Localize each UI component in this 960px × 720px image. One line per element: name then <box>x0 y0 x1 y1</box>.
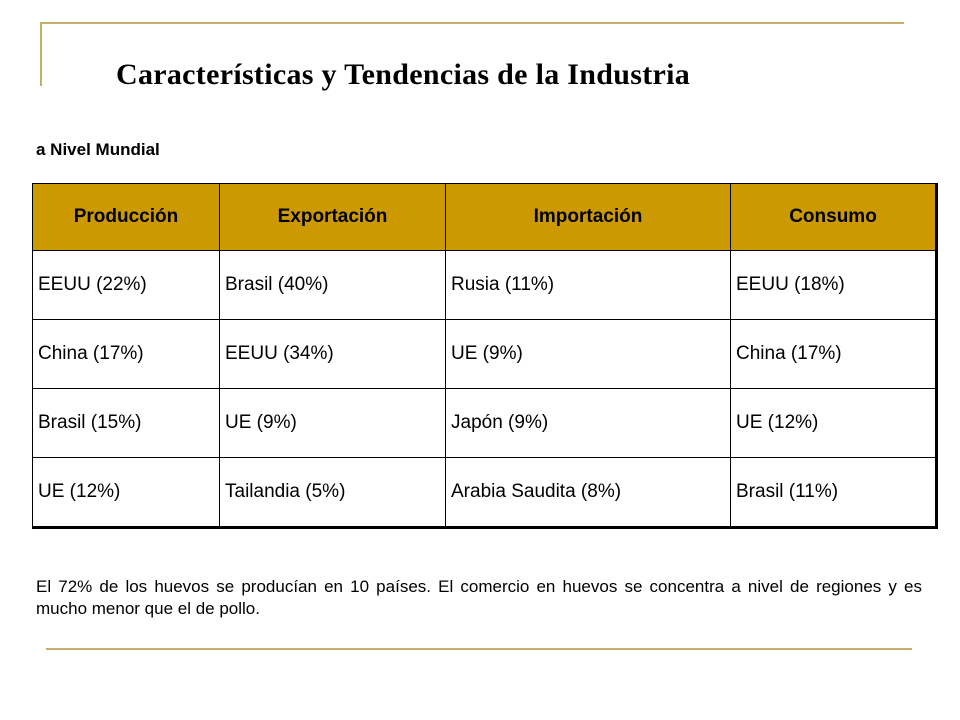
table-row: EEUU (22%) Brasil (40%) Rusia (11%) EEUU… <box>32 250 937 320</box>
table-cell: UE (12%) <box>730 388 937 458</box>
table-cell: EEUU (34%) <box>219 319 446 389</box>
table-cell: Japón (9%) <box>445 388 731 458</box>
slide-title: Características y Tendencias de la Indus… <box>116 58 691 91</box>
header-produccion: Producción <box>32 183 220 251</box>
table-header-row: Producción Exportación Importación Consu… <box>32 183 937 251</box>
table-cell: Brasil (40%) <box>219 250 446 320</box>
ranking-table: Producción Exportación Importación Consu… <box>32 183 938 529</box>
table-row: UE (12%) Tailandia (5%) Arabia Saudita (… <box>32 457 937 528</box>
table-cell: Rusia (11%) <box>445 250 731 320</box>
frame-top-line <box>40 22 904 24</box>
table-row: China (17%) EEUU (34%) UE (9%) China (17… <box>32 319 937 389</box>
header-consumo: Consumo <box>730 183 937 251</box>
table-cell: UE (9%) <box>445 319 731 389</box>
slide-subtitle: a Nivel Mundial <box>36 140 160 159</box>
table-cell: Brasil (11%) <box>730 457 937 528</box>
table-cell: UE (9%) <box>219 388 446 458</box>
table-cell: China (17%) <box>730 319 937 389</box>
header-exportacion: Exportación <box>219 183 446 251</box>
table-cell: Brasil (15%) <box>32 388 220 458</box>
header-importacion: Importación <box>445 183 731 251</box>
table-cell: Arabia Saudita (8%) <box>445 457 731 528</box>
table-cell: EEUU (18%) <box>730 250 937 320</box>
table-cell: Tailandia (5%) <box>219 457 446 528</box>
summary-note: El 72% de los huevos se producían en 10 … <box>36 577 922 618</box>
frame-bottom-line <box>46 648 912 650</box>
table-cell: UE (12%) <box>32 457 220 528</box>
table-cell: EEUU (22%) <box>32 250 220 320</box>
table-cell: China (17%) <box>32 319 220 389</box>
table-row: Brasil (15%) UE (9%) Japón (9%) UE (12%) <box>32 388 937 458</box>
frame-left-line <box>40 22 42 86</box>
